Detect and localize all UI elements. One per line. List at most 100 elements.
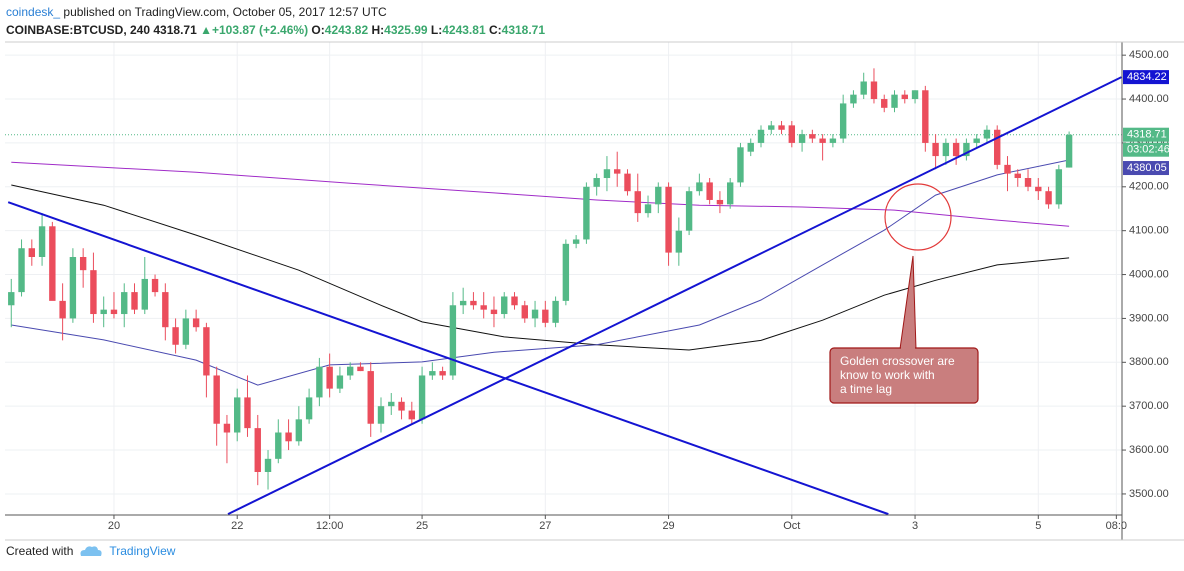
candle-body xyxy=(1055,169,1063,205)
candle-body xyxy=(8,292,15,306)
candle-body xyxy=(614,169,621,174)
candle-body xyxy=(398,401,405,411)
header-line: coindesk_ published on TradingView.com, … xyxy=(6,3,545,21)
candle-body xyxy=(819,138,826,143)
candle-body xyxy=(768,125,775,130)
candle-body xyxy=(18,248,25,293)
y-tick-label: 3800.00 xyxy=(1129,356,1169,368)
author[interactable]: coindesk_ xyxy=(6,5,61,19)
candle-body xyxy=(429,371,436,376)
candle-body xyxy=(90,270,97,315)
y-tick-label: 4200.00 xyxy=(1129,181,1169,193)
candle-body xyxy=(870,81,878,100)
candle-body xyxy=(213,375,220,424)
candle-body xyxy=(234,397,241,433)
candle-body xyxy=(357,366,364,372)
candle-body xyxy=(521,305,528,319)
candle-body xyxy=(326,366,333,389)
candle-body xyxy=(716,199,724,205)
candle-body xyxy=(644,204,652,214)
price-box-label: 4380.05 xyxy=(1127,162,1167,174)
candle-body xyxy=(480,305,487,310)
candle-body xyxy=(706,182,713,200)
candle-body xyxy=(809,134,816,139)
candle-body xyxy=(121,292,128,315)
candle-body xyxy=(28,248,36,257)
candle-body xyxy=(552,300,559,323)
candle-body xyxy=(747,142,754,152)
candle-body xyxy=(38,226,46,257)
candle-body xyxy=(305,397,313,420)
candle-body xyxy=(79,257,87,271)
trendlines xyxy=(7,76,1122,516)
callout-text: Golden crossover are xyxy=(840,354,955,368)
candle-body xyxy=(675,230,683,253)
last-price: 4318.71 xyxy=(153,23,197,37)
candle-body xyxy=(316,366,323,398)
candle-body xyxy=(1004,164,1011,174)
candle-body xyxy=(254,428,261,472)
candle-body xyxy=(141,278,148,310)
x-tick-label: 3 xyxy=(912,520,918,532)
candle-body xyxy=(583,186,590,240)
candle-body xyxy=(952,142,960,157)
y-tick-label: 3500.00 xyxy=(1129,488,1169,500)
candle-body xyxy=(439,371,446,376)
candle-body xyxy=(1014,173,1021,179)
y-tick-label: 4400.00 xyxy=(1129,93,1169,105)
candle-body xyxy=(408,410,416,420)
candle-body xyxy=(634,191,641,214)
candle-body xyxy=(131,292,138,310)
candle-body xyxy=(459,300,467,306)
ohlc-value: 4243.81 xyxy=(442,23,486,37)
price-box xyxy=(1123,161,1169,176)
candle-body xyxy=(973,138,980,143)
candle-body xyxy=(275,432,282,459)
x-tick-label: Oct xyxy=(783,520,800,532)
callout-text: a time lag xyxy=(840,382,892,396)
candle-body xyxy=(572,239,580,244)
candle-body xyxy=(891,94,898,108)
candle-body xyxy=(798,134,806,143)
candle-body xyxy=(696,182,703,192)
trendline xyxy=(227,76,1122,516)
candle-body xyxy=(963,142,970,157)
candle-body xyxy=(162,292,169,328)
candle-body xyxy=(562,243,570,301)
header: coindesk_ published on TradingView.com, … xyxy=(6,3,545,39)
price-box-label: 4318.71 xyxy=(1127,129,1167,141)
highlight-circle xyxy=(884,183,952,251)
candle-body xyxy=(285,432,292,442)
x-tick-label: 5 xyxy=(1035,520,1041,532)
axis: 3500.00 3600.00 3700.00 3800.00 3900.00 4000.… xyxy=(108,49,1170,532)
candle-body xyxy=(295,419,303,442)
y-tick-label: 3700.00 xyxy=(1129,400,1169,412)
candle-body xyxy=(388,401,395,407)
callout-join xyxy=(901,346,915,350)
grid xyxy=(5,42,1122,515)
price-box xyxy=(1123,142,1169,157)
candle-body xyxy=(901,94,908,100)
candle-body xyxy=(624,173,631,192)
candle-body xyxy=(336,375,344,389)
change: +103.87 (+2.46%) xyxy=(212,23,309,37)
brand[interactable]: TradingView xyxy=(109,544,176,558)
candle-body xyxy=(192,318,200,328)
candle-body xyxy=(501,296,508,315)
candle-body xyxy=(778,125,785,130)
candle-body xyxy=(69,257,77,319)
x-tick-label: 12:00 xyxy=(316,520,344,532)
symbol: COINBASE:BTCUSD, 240 xyxy=(6,23,151,37)
candle-body xyxy=(511,296,518,306)
price-box-label: 03:02:46 xyxy=(1127,144,1170,156)
candle-body xyxy=(151,278,159,293)
logo-cloud xyxy=(80,546,102,556)
published: published on TradingView.com, October 05… xyxy=(63,5,387,19)
candle-body xyxy=(850,94,857,104)
candle-body xyxy=(110,309,118,315)
trendline xyxy=(7,201,889,516)
candle-body xyxy=(449,305,457,376)
candle-body xyxy=(367,371,374,424)
candle-body xyxy=(593,178,600,187)
